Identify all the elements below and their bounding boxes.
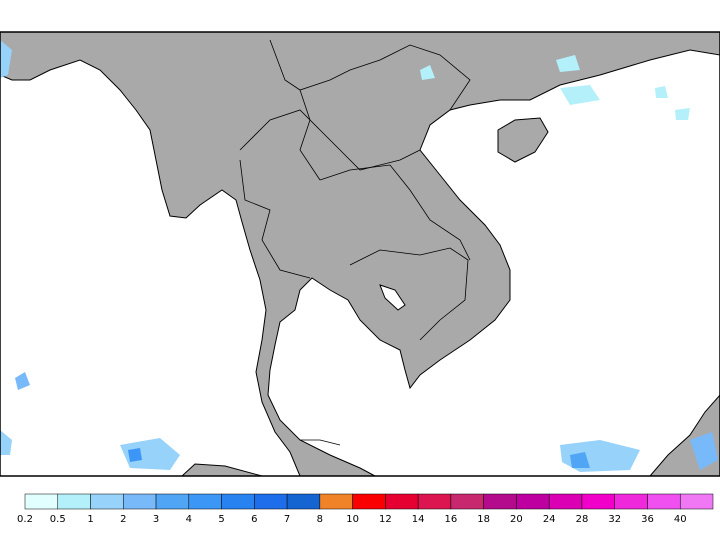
colorbar-label: 4 [186,514,192,525]
map-frame [0,31,720,477]
colorbar-label: 28 [576,514,589,525]
borders [239,39,471,446]
rain-area [420,65,435,80]
color-swatch [221,493,255,510]
colorbar-label: 6 [251,514,257,525]
colorbar-label: 0.5 [50,514,66,525]
color-swatch [24,493,59,510]
colorbar-label: 18 [477,514,490,525]
color-swatch [123,493,157,510]
rain-area [560,85,600,105]
color-swatch [90,493,124,510]
rain-area [570,452,590,468]
colorbar-label: 2 [120,514,126,525]
color-swatch [385,493,419,510]
color-swatch [286,493,321,510]
colorbar-label: 40 [674,514,687,525]
rain-area [120,438,180,470]
color-swatch [57,493,91,510]
color-swatch [188,493,222,510]
colorbar-label: 10 [346,514,359,525]
land-hainan [497,117,549,163]
color-swatch [319,493,353,510]
colorbar-label: 7 [284,514,290,525]
color-swatch [548,493,583,510]
colorbar: 0.2 0.5 1 2 3 4 5 6 7 8 10 12 14 16 18 20 24 28 32 36 40 [17,493,714,525]
colorbar-label: 16 [445,514,458,525]
rain-area [655,86,668,98]
land-mainland [0,31,720,477]
rain-area [675,108,690,120]
color-swatch [647,493,681,510]
colorbar-label: 20 [510,514,523,525]
colorbar-label: 14 [412,514,425,525]
border-line [300,439,341,446]
color-swatch [155,493,190,510]
rain-area [128,448,142,462]
color-swatch [679,493,714,510]
color-swatch [516,493,550,510]
rain-area [0,430,12,455]
rain-area [15,372,30,390]
rain-area [0,40,12,78]
border-line [349,247,469,341]
color-swatch [450,493,484,510]
colorbar-label: 0.2 [17,514,33,525]
colorbar-label: 36 [641,514,654,525]
color-swatch [254,493,288,510]
colorbar-label: 24 [543,514,556,525]
precipitation [0,40,718,472]
map [0,31,720,477]
border-line [299,89,321,181]
color-swatch [581,493,615,510]
border-line [239,159,311,279]
color-swatch [483,493,517,510]
colorbar-label: 3 [153,514,159,525]
color-swatch [417,493,452,510]
rain-area [556,55,580,72]
colorbar-label: 12 [379,514,392,525]
rain-area [690,432,718,470]
lake-tonle-sap [379,284,406,311]
colorbar-label: 32 [608,514,621,525]
colorbar-label: 5 [218,514,224,525]
color-swatch [352,493,386,510]
color-swatch [614,493,648,510]
border-line [319,164,471,261]
colorbar-label: 8 [317,514,323,525]
border-line [269,39,471,111]
colorbar-label: 1 [87,514,93,525]
border-line [239,109,421,171]
